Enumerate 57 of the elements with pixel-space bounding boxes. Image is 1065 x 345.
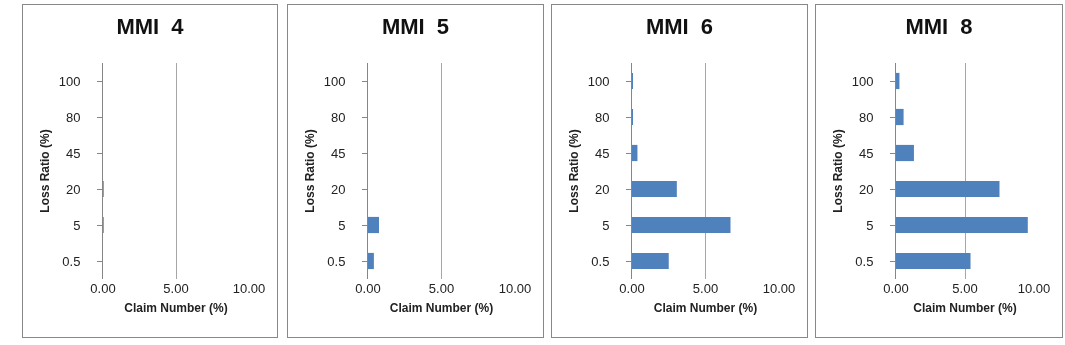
y-axis-title: Loss Ratio (%) [831,129,845,213]
y-axis-title: Loss Ratio (%) [38,129,52,213]
x-axis-title: Claim Number (%) [124,300,228,315]
y-axis-title: Loss Ratio (%) [303,129,317,213]
x-tick-label: 0.00 [355,281,381,296]
x-tick-label: 0.00 [90,281,116,296]
y-tick-label: 20 [330,181,346,197]
y-tick-label: 20 [65,181,81,197]
chart-title: MMI 4 [116,13,185,39]
y-tick-label: 80 [330,109,346,125]
y-tick-label: 80 [858,109,874,125]
y-tick-label: 100 [58,73,81,89]
bar [632,252,669,270]
bar [896,252,971,270]
y-tick-label: 20 [858,181,874,197]
y-tick-label: 45 [594,145,610,161]
y-tick-label: 5 [866,217,874,233]
y-tick-label: 100 [587,73,610,89]
bar [896,180,1000,198]
x-tick-label: 10.00 [762,281,796,296]
y-tick-label: 45 [858,145,874,161]
bar [896,216,1028,234]
x-tick-label: 10.00 [1017,281,1051,296]
bar [896,108,904,126]
chart-title: MMI 6 [645,13,714,39]
x-axis-title: Claim Number (%) [913,300,1017,315]
x-tick-label: 0.00 [883,281,909,296]
x-axis-title: Claim Number (%) [389,300,494,315]
y-tick-label: 100 [851,73,874,89]
chart-title: MMI 5 [381,13,450,39]
x-axis-title: Claim Number (%) [653,300,758,315]
chart-title: MMI 8 [905,13,973,39]
y-tick-label: 5 [73,217,81,233]
y-tick-label: 45 [65,145,81,161]
y-tick-label: 5 [602,217,610,233]
y-tick-label: 45 [330,145,346,161]
x-tick-label: 5.00 [428,281,455,296]
y-tick-label: 0.5 [62,253,81,269]
x-tick-label: 5.00 [163,281,189,296]
x-tick-label: 5.00 [952,281,978,296]
bar [632,180,677,198]
y-tick-label: 0.5 [591,253,610,269]
y-tick-label: 80 [594,109,610,125]
x-tick-label: 0.00 [619,281,645,296]
bar [632,216,731,234]
bar [896,144,914,162]
x-tick-label: 10.00 [232,281,266,296]
y-axis-title: Loss Ratio (%) [567,129,581,213]
y-tick-label: 20 [594,181,610,197]
x-tick-label: 10.00 [498,281,532,296]
bar [632,144,638,162]
x-tick-label: 5.00 [692,281,719,296]
y-tick-label: 5 [338,217,346,233]
y-tick-label: 80 [65,109,81,125]
y-tick-label: 0.5 [855,253,874,269]
y-tick-label: 0.5 [327,253,346,269]
y-tick-label: 100 [323,73,346,89]
